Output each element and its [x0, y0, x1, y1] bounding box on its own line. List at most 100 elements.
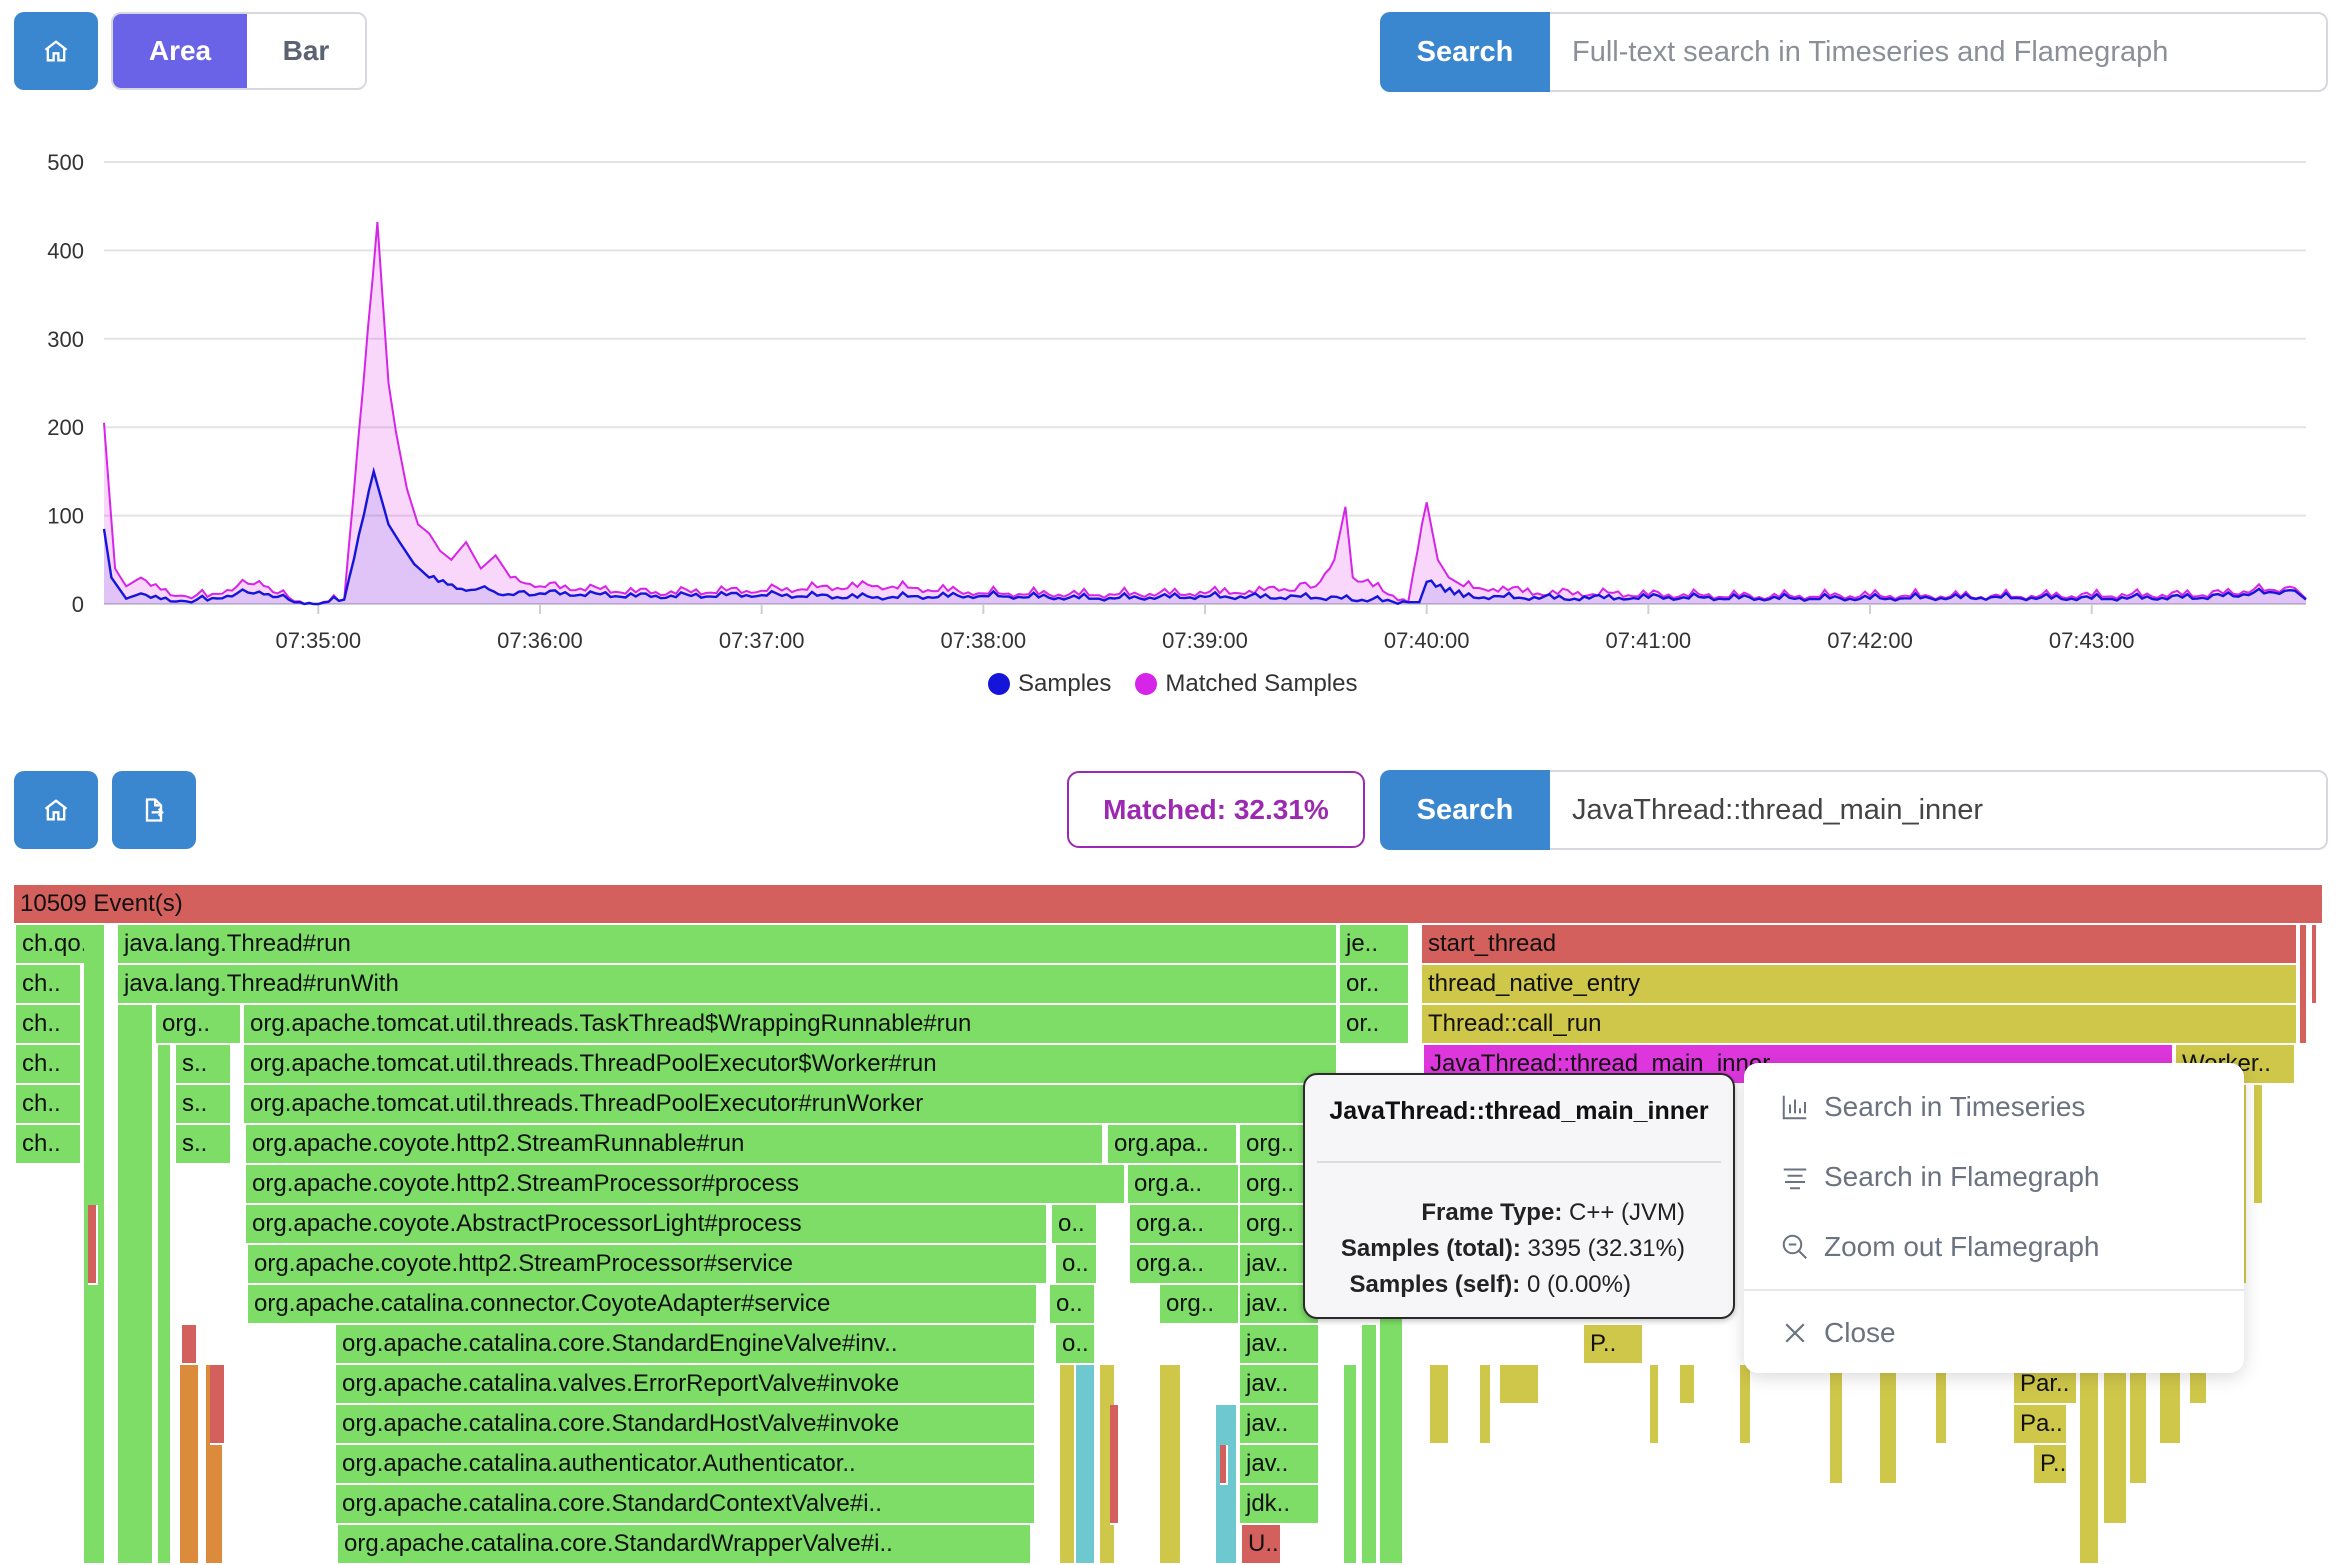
flamegraph-search-input[interactable]: [1550, 770, 2328, 850]
chart-home-button[interactable]: [14, 12, 98, 90]
flame-frame-sliver[interactable]: [1220, 1445, 1228, 1485]
search-in-flamegraph-item[interactable]: Search in Flamegraph: [1780, 1161, 2099, 1193]
flame-frame-sliver[interactable]: [2104, 1365, 2128, 1525]
flame-frame[interactable]: s..: [176, 1085, 232, 1125]
flame-frame-sliver[interactable]: [158, 1045, 172, 1565]
flame-frame[interactable]: jav..: [1240, 1325, 1320, 1365]
flame-frame-sliver[interactable]: [1344, 1365, 1358, 1565]
flame-frame[interactable]: org.apache.tomcat.util.threads.TaskThrea…: [244, 1005, 1338, 1045]
chart-legend: Samples Matched Samples: [988, 670, 1357, 698]
flame-frame[interactable]: start_thread: [1422, 925, 2298, 965]
flame-frame[interactable]: or..: [1340, 965, 1410, 1005]
timeseries-search-input[interactable]: [1550, 12, 2328, 92]
flame-frame[interactable]: org.apache.catalina.valves.ErrorReportVa…: [336, 1365, 1036, 1405]
flame-frame[interactable]: org.a..: [1130, 1245, 1240, 1285]
flame-frame-sliver[interactable]: [1110, 1405, 1120, 1525]
flame-frame[interactable]: org.apache.coyote.http2.StreamProcessor#…: [248, 1245, 1048, 1285]
flame-frame[interactable]: org..: [1240, 1125, 1320, 1165]
zoom-out-flamegraph-item[interactable]: Zoom out Flamegraph: [1780, 1231, 2099, 1263]
flame-frame[interactable]: s..: [176, 1125, 232, 1165]
export-button[interactable]: [112, 771, 196, 849]
y-tick-label: 200: [47, 415, 84, 440]
flame-frame[interactable]: ch..: [16, 965, 82, 1005]
flame-frame-sliver[interactable]: [2312, 925, 2318, 1005]
flame-frame-sliver[interactable]: [1076, 1365, 1096, 1565]
flame-frame-sliver[interactable]: [1216, 1405, 1238, 1565]
flame-frame[interactable]: U..: [1242, 1525, 1282, 1565]
flame-frame[interactable]: o..: [1050, 1285, 1096, 1325]
flame-frame-sliver[interactable]: [2254, 1085, 2264, 1205]
flame-frame[interactable]: org.apache.coyote.AbstractProcessorLight…: [246, 1205, 1048, 1245]
flame-frame[interactable]: o..: [1052, 1205, 1098, 1245]
flame-frame[interactable]: org.apache.catalina.connector.CoyoteAdap…: [248, 1285, 1038, 1325]
flame-frame[interactable]: org.apache.catalina.authenticator.Authen…: [336, 1445, 1036, 1485]
samples-legend-label: Samples: [1018, 670, 1112, 697]
flamegraph-home-button[interactable]: [14, 771, 98, 849]
flame-frame[interactable]: jav..: [1240, 1405, 1320, 1445]
flame-frame-sliver[interactable]: [182, 1325, 198, 1365]
flame-frame[interactable]: je..: [1340, 925, 1410, 965]
flame-frame[interactable]: org.apache.catalina.core.StandardEngineV…: [336, 1325, 1036, 1365]
x-tick-label: 07:43:00: [2049, 628, 2135, 653]
flame-frame[interactable]: org.apache.catalina.core.StandardWrapper…: [338, 1525, 1032, 1565]
flame-frame[interactable]: thread_native_entry: [1422, 965, 2298, 1005]
flame-frame-sliver[interactable]: [210, 1365, 226, 1445]
flame-frame-sliver[interactable]: [1680, 1365, 1696, 1405]
flame-frame[interactable]: jdk..: [1240, 1485, 1320, 1525]
timeseries-search-button[interactable]: Search: [1380, 12, 1550, 92]
flamegraph-search-button[interactable]: Search: [1380, 770, 1550, 850]
flame-frame-sliver[interactable]: [180, 1365, 200, 1565]
flame-frame[interactable]: o..: [1056, 1325, 1096, 1365]
flame-frame-sliver[interactable]: [2080, 1365, 2100, 1565]
timeseries-chart[interactable]: 500 400 300 200 100 0 07:35:00 07:36:00 07:37:00…: [0, 100, 2336, 720]
flame-frame[interactable]: org..: [1160, 1285, 1240, 1325]
flame-frame[interactable]: java.lang.Thread#run: [118, 925, 1338, 965]
flame-frame[interactable]: Thread::call_run: [1422, 1005, 2298, 1045]
flame-frame-sliver[interactable]: [1160, 1365, 1182, 1565]
flame-frame-sliver[interactable]: [1430, 1365, 1450, 1445]
area-mode-button[interactable]: Area: [113, 14, 247, 88]
flame-frame[interactable]: ch..: [16, 1045, 82, 1085]
flame-frame[interactable]: org.apache.tomcat.util.threads.ThreadPoo…: [244, 1045, 1338, 1085]
flame-frame[interactable]: or..: [1340, 1005, 1410, 1045]
flame-frame[interactable]: ch..: [16, 1005, 82, 1045]
flame-frame[interactable]: org.apache.coyote.http2.StreamRunnable#r…: [246, 1125, 1104, 1165]
flame-frame[interactable]: org.apache.catalina.core.StandardContext…: [336, 1485, 1036, 1525]
bar-mode-button[interactable]: Bar: [247, 14, 365, 88]
flame-frame[interactable]: org.a..: [1128, 1165, 1240, 1205]
flame-frame-sliver[interactable]: [1480, 1365, 1492, 1445]
flame-frame[interactable]: Pa..: [2014, 1405, 2068, 1445]
flame-frame[interactable]: P..: [1584, 1325, 1644, 1365]
flame-frame-sliver[interactable]: [1650, 1365, 1660, 1445]
flame-frame-sliver[interactable]: [1936, 1365, 1948, 1445]
flame-frame-sliver[interactable]: [1362, 1325, 1378, 1565]
flame-frame[interactable]: org.apache.coyote.http2.StreamProcessor#…: [246, 1165, 1126, 1205]
search-in-timeseries-item[interactable]: Search in Timeseries: [1780, 1091, 2085, 1123]
flame-frame-sliver[interactable]: [1380, 1285, 1404, 1565]
flame-frame[interactable]: ch..: [16, 1085, 82, 1125]
flame-frame[interactable]: jav..: [1240, 1285, 1320, 1325]
flame-frame[interactable]: P..: [2034, 1445, 2068, 1485]
flame-frame-sliver[interactable]: [88, 1205, 98, 1285]
y-tick-label: 500: [47, 150, 84, 175]
flame-frame[interactable]: jav..: [1240, 1365, 1320, 1405]
flame-frame[interactable]: 10509 Event(s): [14, 885, 2324, 925]
flame-frame[interactable]: org.apa..: [1108, 1125, 1238, 1165]
flame-frame[interactable]: org.apache.tomcat.util.threads.ThreadPoo…: [244, 1085, 1338, 1125]
flame-frame-sliver[interactable]: [1060, 1365, 1076, 1565]
flame-frame-sliver[interactable]: [1500, 1365, 1540, 1405]
flame-frame[interactable]: s..: [176, 1045, 232, 1085]
flame-frame[interactable]: org.a..: [1130, 1205, 1240, 1245]
flame-frame[interactable]: java.lang.Thread#runWith: [118, 965, 1338, 1005]
flame-frame-sliver[interactable]: [1880, 1365, 1898, 1485]
flame-frame-sliver[interactable]: [1740, 1365, 1752, 1445]
flame-frame[interactable]: ch..: [16, 1125, 82, 1165]
close-menu-item[interactable]: Close: [1780, 1317, 1896, 1349]
flame-frame[interactable]: jav..: [1240, 1445, 1320, 1485]
flame-frame-sliver[interactable]: [2300, 925, 2308, 1045]
flame-frame[interactable]: org..: [156, 1005, 242, 1045]
flame-frame[interactable]: o..: [1056, 1245, 1098, 1285]
flame-frame[interactable]: org.apache.catalina.core.StandardHostVal…: [336, 1405, 1036, 1445]
flame-frame-sliver[interactable]: [118, 1005, 154, 1565]
flame-frame-sliver[interactable]: [1830, 1365, 1844, 1485]
